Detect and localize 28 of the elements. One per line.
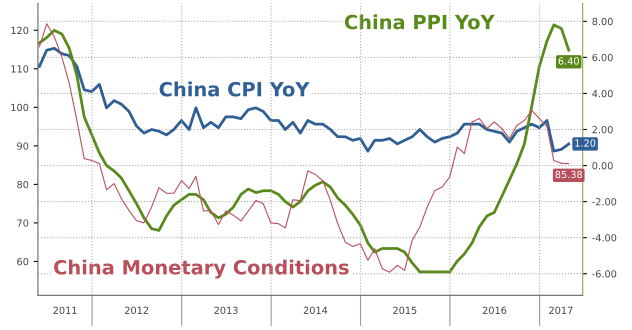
y-tick-label: 120 — [11, 26, 28, 34]
data-label: 1.20 — [575, 139, 596, 147]
y2-tick-label: 4.00 — [592, 90, 613, 98]
y2-tick-label: 2.00 — [592, 126, 613, 134]
series-label: China Monetary Conditions — [54, 260, 349, 279]
y2-tick-label: -6.00 — [592, 270, 616, 278]
x-tick-label: 2016 — [482, 306, 506, 314]
y2-tick-label: -4.00 — [592, 234, 616, 242]
y2-tick-label: 6.00 — [592, 54, 613, 62]
data-label: 6.40 — [558, 57, 579, 65]
x-tick-label: 2012 — [124, 306, 148, 314]
y-tick-label: 90 — [17, 142, 28, 150]
data-label: 85.38 — [555, 170, 582, 178]
y-tick-label: 110 — [11, 65, 28, 73]
x-tick-label: 2017 — [549, 306, 572, 314]
x-tick-label: 2011 — [53, 306, 77, 314]
x-tick-label: 2015 — [393, 306, 416, 314]
y-tick-label: 70 — [17, 219, 28, 227]
y2-tick-label: 0.00 — [592, 162, 613, 170]
y2-tick-label: -2.00 — [592, 198, 616, 206]
x-tick-label: 2013 — [214, 306, 238, 314]
y-tick-label: 60 — [17, 258, 28, 266]
y-tick-label: 80 — [17, 180, 28, 188]
text: China PPI YoY — [344, 14, 495, 30]
y-tick-label: 100 — [11, 104, 28, 112]
y2-tick-label: 8.00 — [592, 18, 613, 26]
x-tick-label: 2014 — [304, 306, 328, 314]
series-label: China CPI YoY — [160, 82, 310, 97]
